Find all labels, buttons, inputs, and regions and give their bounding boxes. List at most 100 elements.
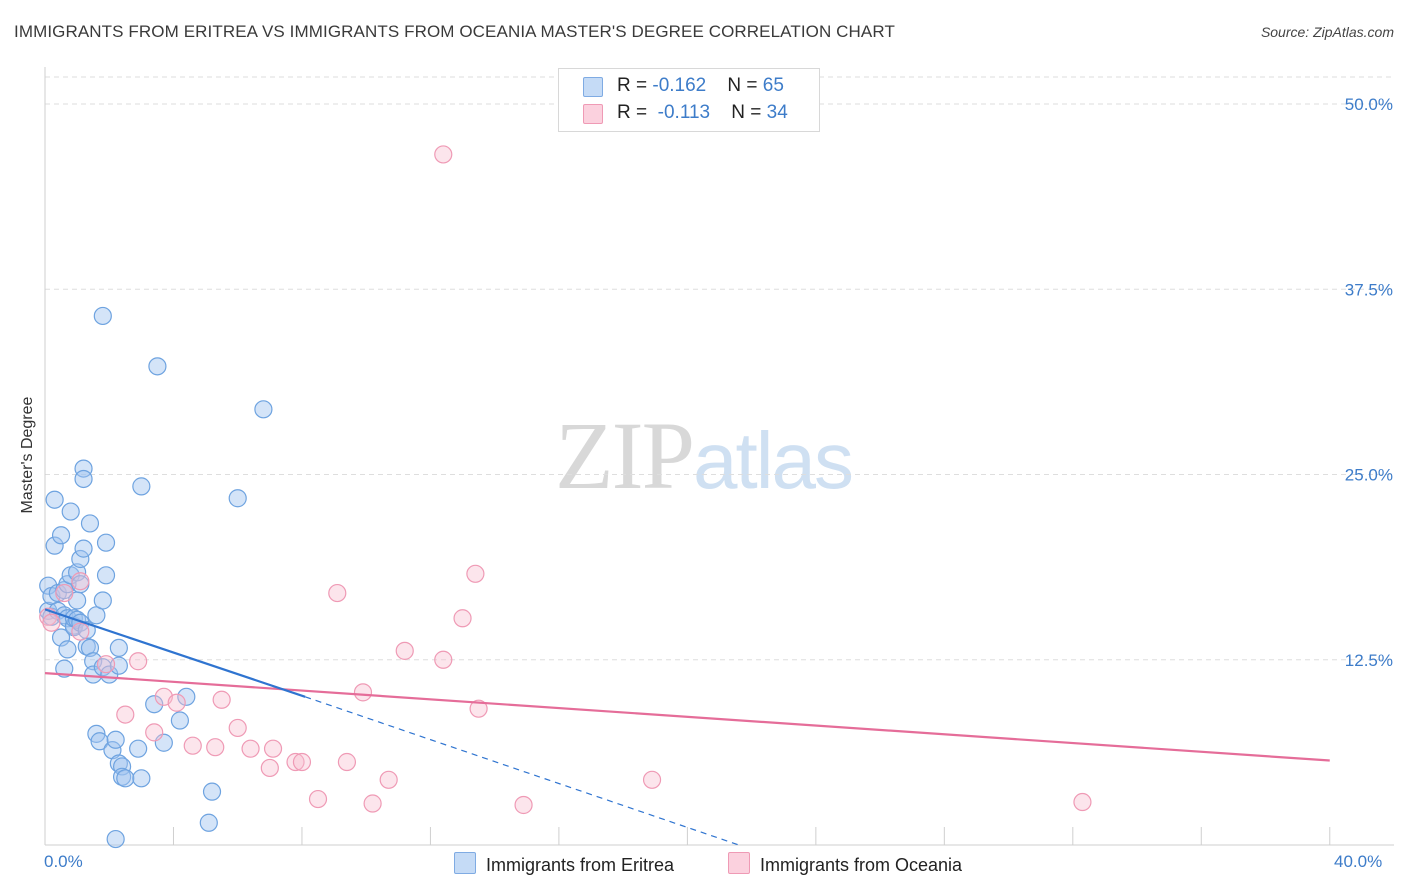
point-oceania <box>55 583 74 603</box>
point-oceania <box>466 564 485 583</box>
r-label: R = <box>617 75 653 96</box>
point-eritrea <box>55 659 74 678</box>
point-oceania <box>337 752 357 772</box>
point-eritrea <box>106 829 125 849</box>
legend-item-oceania[interactable]: Immigrants from Oceania <box>728 852 962 876</box>
y-tick-label: 50.0% <box>1345 95 1393 114</box>
point-oceania <box>116 705 135 724</box>
watermark: ZIPatlas <box>555 400 854 511</box>
source-label: Source: ZipAtlas.com <box>1260 24 1394 40</box>
point-eritrea <box>145 695 164 714</box>
point-eritrea <box>93 306 112 326</box>
point-oceania <box>328 583 347 603</box>
legend-swatch-eritrea <box>454 852 476 874</box>
point-oceania <box>206 738 225 757</box>
y-tick-label: 25.0% <box>1345 466 1393 485</box>
point-eritrea <box>132 769 151 788</box>
point-eritrea <box>90 732 109 751</box>
point-eritrea <box>45 490 64 509</box>
point-eritrea <box>148 357 167 376</box>
point-eritrea <box>116 769 135 788</box>
point-eritrea <box>61 502 80 521</box>
r-label: R = <box>617 102 653 123</box>
y-tick-label: 37.5% <box>1345 280 1393 299</box>
point-eritrea <box>199 813 218 832</box>
point-eritrea <box>170 711 189 730</box>
point-oceania <box>96 655 116 674</box>
chart-title: IMMIGRANTS FROM ERITREA VS IMMIGRANTS FR… <box>14 22 895 41</box>
point-oceania <box>469 699 488 718</box>
point-eritrea <box>84 665 103 684</box>
point-oceania <box>453 609 472 628</box>
point-eritrea <box>106 730 125 749</box>
point-eritrea <box>71 549 90 569</box>
point-oceania <box>263 739 283 758</box>
point-eritrea <box>96 566 116 585</box>
watermark-atlas: atlas <box>693 416 854 505</box>
point-eritrea <box>228 489 247 508</box>
point-eritrea <box>109 638 128 658</box>
point-eritrea <box>58 640 77 659</box>
point-eritrea <box>45 536 64 555</box>
trend-line-eritrea-extension <box>304 696 739 846</box>
point-oceania <box>71 622 90 641</box>
point-oceania <box>395 641 414 660</box>
r-value: -0.113 <box>657 102 711 123</box>
watermark-zip: ZIP <box>555 402 695 509</box>
point-oceania <box>363 794 382 813</box>
point-eritrea <box>51 526 71 545</box>
legend-label-eritrea: Immigrants from Eritrea <box>486 855 675 875</box>
r-value: -0.162 <box>652 75 707 96</box>
point-oceania <box>379 770 398 789</box>
stats-box: R = -0.162 N = 65 R = -0.113 N = 34 <box>558 68 820 132</box>
point-eritrea <box>112 757 132 776</box>
point-eritrea <box>96 533 116 552</box>
legend-label-oceania: Immigrants from Oceania <box>760 855 963 875</box>
point-oceania <box>212 690 231 709</box>
point-oceania <box>228 718 247 738</box>
stats-swatch-eritrea <box>583 77 603 97</box>
point-eritrea <box>93 591 112 610</box>
point-eritrea <box>132 477 151 496</box>
x-tick-label-min: 0.0% <box>44 852 83 871</box>
point-oceania <box>353 683 373 702</box>
point-oceania <box>71 572 90 591</box>
point-eritrea <box>177 687 196 706</box>
trend-line-eritrea <box>44 608 306 698</box>
point-oceania <box>241 739 260 758</box>
point-oceania <box>129 652 148 671</box>
n-value: 65 <box>762 75 784 96</box>
point-oceania <box>308 789 328 809</box>
legend-item-eritrea[interactable]: Immigrants from Eritrea <box>454 852 674 876</box>
point-oceania <box>183 736 202 755</box>
point-oceania <box>1073 792 1092 812</box>
stats-text-oceania: R = -0.113 N = 34 <box>617 102 788 124</box>
point-oceania <box>434 145 453 164</box>
point-eritrea <box>93 658 112 677</box>
point-oceania <box>42 613 61 632</box>
n-label: N = <box>731 102 767 123</box>
point-eritrea <box>74 459 93 478</box>
point-oceania <box>434 650 453 669</box>
point-eritrea <box>254 400 273 419</box>
point-oceania <box>286 752 305 772</box>
point-oceania <box>167 693 186 712</box>
point-oceania <box>260 758 279 778</box>
point-oceania <box>145 723 164 742</box>
point-oceania <box>514 795 533 815</box>
n-label: N = <box>727 75 763 96</box>
point-eritrea <box>74 539 93 558</box>
stats-text-eritrea: R = -0.162 N = 65 <box>617 75 784 97</box>
point-eritrea <box>51 628 71 647</box>
point-eritrea <box>80 638 100 658</box>
y-tick-label: 12.5% <box>1345 651 1393 670</box>
point-eritrea <box>80 514 100 533</box>
point-eritrea <box>129 739 148 758</box>
point-eritrea <box>202 782 222 801</box>
point-oceania <box>292 752 312 772</box>
point-eritrea <box>74 469 93 489</box>
trend-line-oceania <box>44 672 1330 762</box>
x-tick-label-max: 40.0% <box>1334 852 1383 871</box>
n-value: 34 <box>766 102 788 123</box>
